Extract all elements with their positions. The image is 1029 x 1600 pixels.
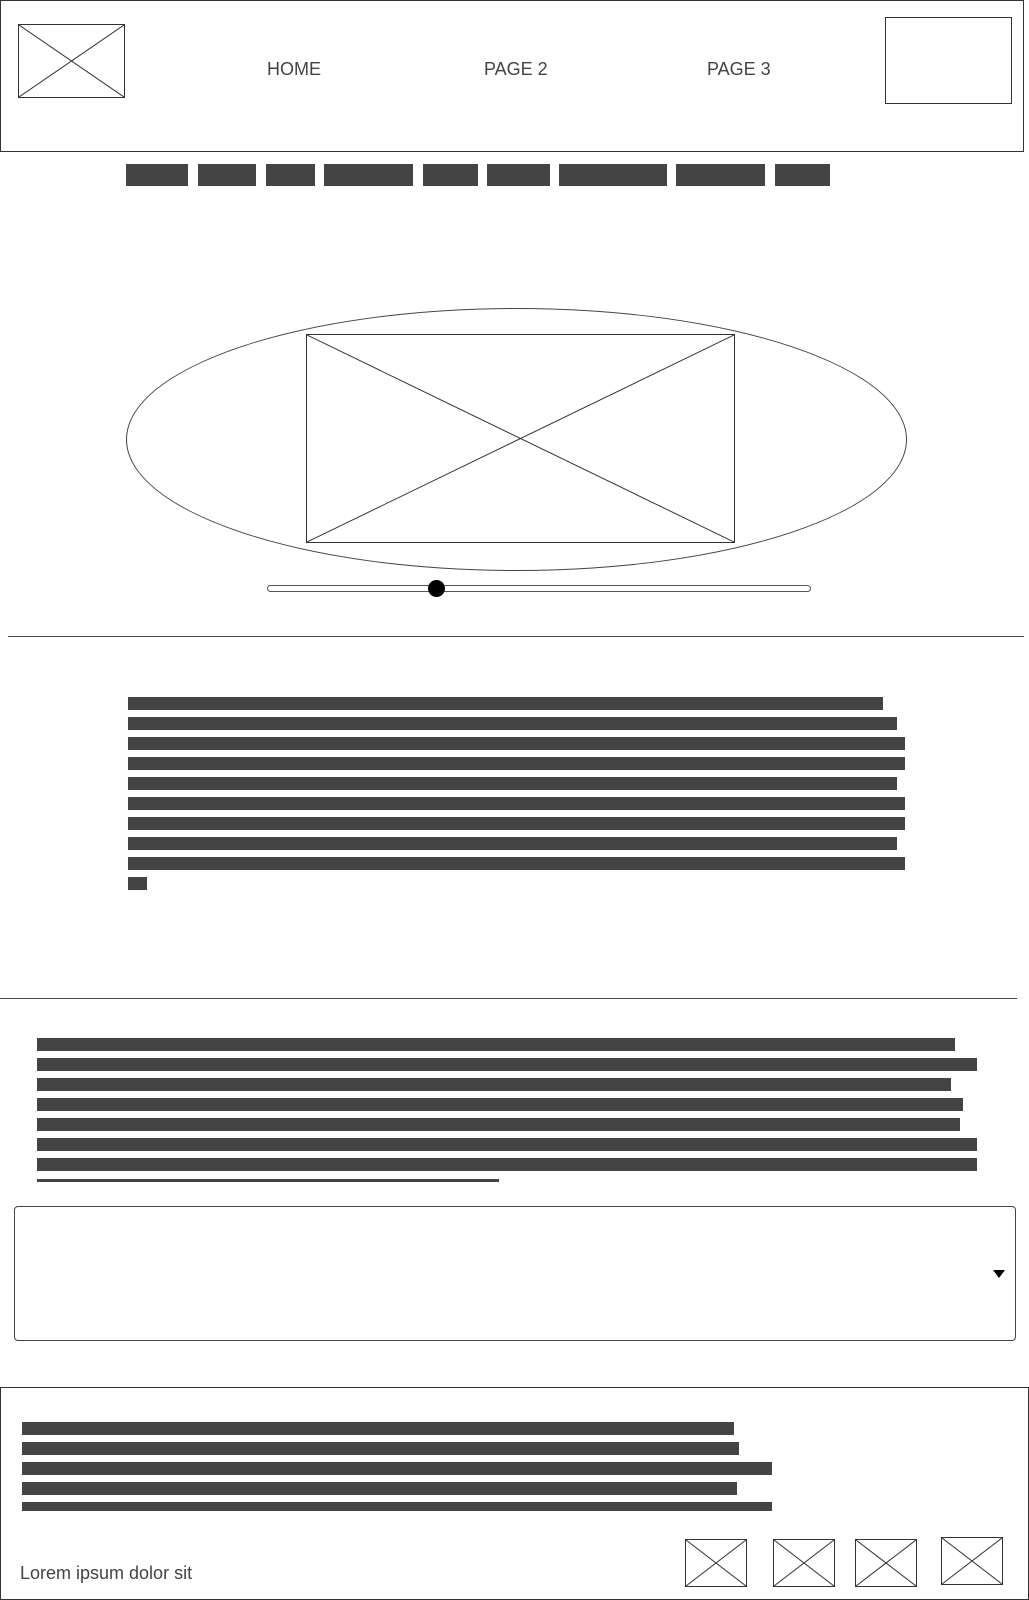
social-image-placeholder-icon[interactable]: [685, 1539, 747, 1587]
text-line: [37, 1118, 960, 1131]
text-line: [37, 1158, 977, 1171]
nav-page-3-link[interactable]: PAGE 3: [707, 59, 771, 79]
subnav-item-9[interactable]: [775, 164, 830, 186]
divider-1: [8, 636, 1024, 637]
header: HOME PAGE 2 PAGE 3: [0, 0, 1024, 152]
footer-text-line: [22, 1462, 772, 1475]
footer: Lorem ipsum dolor sit: [0, 1387, 1029, 1600]
subnav-item-2[interactable]: [198, 164, 256, 186]
logo-image-placeholder-icon[interactable]: [18, 24, 125, 98]
footer-caption: Lorem ipsum dolor sit: [20, 1563, 193, 1583]
footer-text-line: [22, 1442, 739, 1455]
nav-page-2-link[interactable]: PAGE 2: [484, 59, 548, 79]
text-line: [128, 797, 905, 810]
text-line: [128, 817, 905, 830]
text-line: [37, 1098, 963, 1111]
text-line: [128, 877, 147, 890]
text-line: [128, 777, 897, 790]
text-line: [128, 837, 897, 850]
subnav-item-5[interactable]: [423, 164, 478, 186]
text-line: [128, 697, 883, 710]
text-line: [128, 857, 905, 870]
hero-image-placeholder-icon: [306, 334, 735, 543]
text-line: [37, 1038, 955, 1051]
caret-down-icon[interactable]: [993, 1270, 1005, 1278]
social-image-placeholder-icon[interactable]: [941, 1537, 1003, 1585]
hero-slider[interactable]: [267, 580, 811, 597]
footer-text-line: [22, 1502, 772, 1511]
subnav-item-8[interactable]: [676, 164, 765, 186]
social-image-placeholder-icon[interactable]: [773, 1539, 835, 1587]
section-2-text: [37, 1038, 981, 1183]
text-line: [128, 717, 897, 730]
nav-home-link[interactable]: HOME: [267, 59, 321, 79]
dropdown-select[interactable]: [14, 1206, 1016, 1341]
text-line: [37, 1179, 499, 1182]
text-line: [37, 1058, 977, 1071]
text-line: [128, 757, 905, 770]
divider-2: [0, 998, 1017, 999]
social-image-placeholder-icon[interactable]: [855, 1539, 917, 1587]
subnav-item-4[interactable]: [324, 164, 413, 186]
subnav-item-3[interactable]: [266, 164, 315, 186]
hero-ellipse: [126, 308, 907, 571]
header-right-box[interactable]: [885, 17, 1012, 104]
section-1-text: [128, 697, 908, 892]
subnav-item-6[interactable]: [487, 164, 550, 186]
subnav-item-7[interactable]: [559, 164, 667, 186]
slider-thumb[interactable]: [428, 580, 446, 597]
text-line: [37, 1138, 977, 1151]
text-line: [128, 737, 905, 750]
subnav-item-1[interactable]: [126, 164, 188, 186]
text-line: [37, 1078, 951, 1091]
footer-text-line: [22, 1422, 734, 1435]
footer-text-line: [22, 1482, 737, 1495]
